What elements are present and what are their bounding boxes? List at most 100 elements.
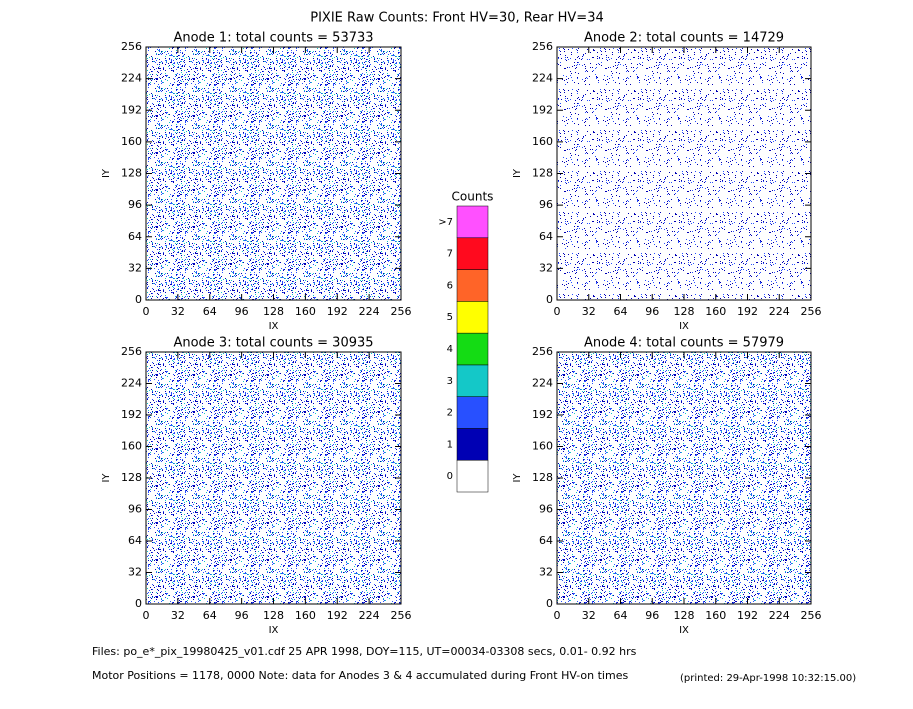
y-tick-label: 0 <box>135 597 142 610</box>
colorbar-label: 2 <box>447 408 453 419</box>
colorbar-label: 0 <box>447 471 453 482</box>
colorbar-swatch <box>456 364 489 397</box>
plot-title: Anode 2: total counts = 14729 <box>584 31 784 46</box>
colorbar-label: 7 <box>447 249 453 260</box>
x-tick-label: 0 <box>143 305 150 318</box>
y-tick-label: 224 <box>121 377 142 390</box>
y-tick-label: 224 <box>121 72 142 85</box>
x-tick-label: 128 <box>263 609 284 622</box>
y-tick-label: 64 <box>539 230 553 243</box>
colorbar-swatch <box>456 396 489 429</box>
y-tick-label: 32 <box>539 261 553 274</box>
x-tick-label: 64 <box>203 305 217 318</box>
x-tick-label: 256 <box>391 305 412 318</box>
y-tick-label: 96 <box>128 503 142 516</box>
x-tick-label: 224 <box>769 609 790 622</box>
x-tick-label: 32 <box>582 305 596 318</box>
y-tick-label: 128 <box>121 167 142 180</box>
x-tick-label: 0 <box>554 305 561 318</box>
x-tick-label: 128 <box>263 305 284 318</box>
plot-title: Anode 4: total counts = 57979 <box>584 336 784 351</box>
x-tick-label: 32 <box>171 609 185 622</box>
x-tick-label: 160 <box>295 305 316 318</box>
colorbar-title: Counts <box>452 190 494 204</box>
x-tick-label: 96 <box>235 609 249 622</box>
x-tick-label: 64 <box>614 305 628 318</box>
x-tick-label: 224 <box>359 609 380 622</box>
x-tick-label: 64 <box>203 609 217 622</box>
colorbar-swatch <box>456 459 489 493</box>
heatmap-texture <box>557 47 811 300</box>
y-tick-label: 64 <box>539 534 553 547</box>
heatmap-texture <box>146 47 401 300</box>
y-tick-label: 224 <box>532 72 553 85</box>
y-tick-label: 0 <box>135 293 142 306</box>
x-tick-label: 160 <box>295 609 316 622</box>
y-tick-label: 128 <box>532 167 553 180</box>
colorbar-swatch <box>456 301 489 334</box>
y-tick-label: 192 <box>532 103 553 116</box>
y-tick-label: 160 <box>121 135 142 148</box>
y-tick-label: 256 <box>121 345 142 358</box>
colorbar-label: >7 <box>438 217 453 228</box>
x-axis-label: IX <box>679 625 689 636</box>
colorbar-label: 6 <box>447 280 453 291</box>
x-tick-label: 96 <box>235 305 249 318</box>
y-tick-label: 160 <box>532 440 553 453</box>
footer-motor: Motor Positions = 1178, 0000 Note: data … <box>92 669 628 682</box>
y-axis-label: IY <box>512 473 523 483</box>
x-tick-label: 32 <box>582 609 596 622</box>
heatmap-texture <box>557 352 811 604</box>
y-tick-label: 32 <box>128 261 142 274</box>
x-tick-label: 0 <box>554 609 561 622</box>
x-tick-label: 224 <box>359 305 380 318</box>
x-tick-label: 160 <box>705 305 726 318</box>
y-tick-label: 192 <box>121 408 142 421</box>
x-axis-label: IX <box>269 321 279 332</box>
x-tick-label: 256 <box>801 609 822 622</box>
y-tick-label: 160 <box>532 135 553 148</box>
x-tick-label: 256 <box>391 609 412 622</box>
y-tick-label: 96 <box>128 198 142 211</box>
main-title: PIXIE Raw Counts: Front HV=30, Rear HV=3… <box>310 11 604 26</box>
x-tick-label: 128 <box>674 609 695 622</box>
colorbar-label: 5 <box>447 312 453 323</box>
plot-title: Anode 1: total counts = 53733 <box>173 31 373 46</box>
colorbar-swatch <box>456 269 489 302</box>
x-axis-label: IX <box>269 625 279 636</box>
y-tick-label: 128 <box>532 471 553 484</box>
x-tick-label: 0 <box>143 609 150 622</box>
y-tick-label: 192 <box>121 103 142 116</box>
y-tick-label: 32 <box>539 566 553 579</box>
colorbar-label: 4 <box>447 344 453 355</box>
colorbar-label: 1 <box>447 439 453 450</box>
plot-title: Anode 3: total counts = 30935 <box>173 336 373 351</box>
y-tick-label: 96 <box>539 198 553 211</box>
y-tick-label: 0 <box>546 293 553 306</box>
x-tick-label: 192 <box>327 609 348 622</box>
x-tick-label: 128 <box>674 305 695 318</box>
y-tick-label: 256 <box>121 40 142 53</box>
x-tick-label: 160 <box>705 609 726 622</box>
y-tick-label: 32 <box>128 566 142 579</box>
y-tick-label: 128 <box>121 471 142 484</box>
colorbar-swatch <box>456 237 489 270</box>
y-tick-label: 96 <box>539 503 553 516</box>
colorbar-swatch <box>456 428 489 461</box>
y-tick-label: 64 <box>128 230 142 243</box>
x-tick-label: 64 <box>614 609 628 622</box>
colorbar-swatch <box>456 205 489 239</box>
y-axis-label: IY <box>101 473 112 483</box>
x-tick-label: 96 <box>645 305 659 318</box>
y-axis-label: IY <box>101 168 112 178</box>
colorbar-swatch <box>456 332 489 366</box>
x-tick-label: 256 <box>801 305 822 318</box>
x-tick-label: 192 <box>737 305 758 318</box>
y-axis-label: IY <box>512 168 523 178</box>
x-axis-label: IX <box>679 321 689 332</box>
y-tick-label: 256 <box>532 40 553 53</box>
x-tick-label: 224 <box>769 305 790 318</box>
x-tick-label: 96 <box>645 609 659 622</box>
y-tick-label: 192 <box>532 408 553 421</box>
